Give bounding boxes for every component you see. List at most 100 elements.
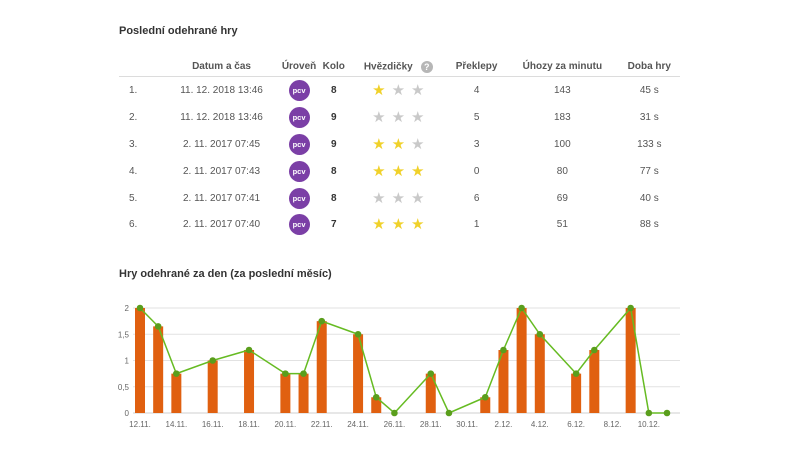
series-point (372, 393, 380, 401)
series-point (282, 370, 289, 377)
series-point (536, 330, 544, 338)
row-round: 8 (330, 165, 337, 177)
table-row: 1. 11. 12. 2018 13:46 pcv 8 ★ ★ ★ 4 143 45 s (119, 77, 680, 104)
level-badge: pcv (288, 160, 310, 182)
star-icon: ★ (391, 189, 406, 207)
row-keystrokes: 100 (554, 138, 571, 150)
row-datetime: 2. 11. 2017 07:40 (182, 219, 261, 231)
series-point (572, 370, 580, 377)
series-point (518, 304, 525, 312)
x-tick-label: 22.11. (311, 420, 333, 429)
chart-bar (171, 373, 182, 413)
row-round: 8 (330, 84, 337, 96)
row-level: pcv (280, 104, 318, 131)
row-level: pcv (280, 131, 318, 158)
star-icon: ★ (372, 135, 386, 153)
y-tick-label: 0 (125, 409, 130, 418)
x-tick-label: 16.11. (202, 420, 224, 429)
level-badge: pcv (288, 187, 310, 209)
col-header-round: Kolo (318, 57, 350, 77)
level-badge: pcv (288, 106, 310, 128)
table-row: 4. 2. 11. 2017 07:43 pcv 8 ★ ★ ★ 0 80 77 s (119, 158, 680, 185)
level-badge: pcv (288, 133, 310, 155)
help-icon[interactable]: ? (420, 60, 433, 73)
level-badge: pcv (288, 214, 310, 236)
y-tick-label: 0,5 (118, 383, 130, 392)
star-icon: ★ (411, 135, 425, 153)
star-icon: ★ (391, 135, 406, 153)
star-icon: ★ (411, 108, 425, 126)
x-tick-label: 24.11. (347, 420, 369, 429)
row-level: pcv (280, 185, 318, 212)
col-header-duration: Doba hry (618, 57, 680, 77)
series-point (445, 409, 453, 417)
x-tick-label: 10.12. (638, 420, 660, 429)
chart-bar (516, 308, 527, 413)
chart-bar (534, 334, 545, 413)
row-round: 9 (330, 111, 337, 123)
star-icon: ★ (372, 108, 386, 126)
row-datetime: 2. 11. 2017 07:45 (182, 138, 261, 150)
series-point (245, 346, 253, 354)
x-tick-label: 6.12. (567, 420, 585, 429)
chart-bar (480, 397, 491, 413)
series-point (500, 346, 507, 354)
chart-bar (498, 350, 509, 413)
row-typos: 4 (473, 84, 480, 96)
x-tick-label: 18.11. (238, 420, 260, 429)
star-icon: ★ (411, 81, 425, 99)
row-round: 8 (330, 192, 337, 204)
chart-bar (625, 308, 636, 413)
x-tick-label: 4.12. (531, 420, 549, 429)
chart-bar (207, 360, 218, 413)
row-stars: ★ ★ ★ (350, 158, 448, 185)
row-duration: 77 s (639, 165, 659, 177)
star-icon: ★ (372, 216, 386, 234)
row-typos: 5 (473, 111, 480, 123)
star-icon: ★ (411, 189, 425, 207)
star-icon: ★ (391, 216, 406, 234)
row-keystrokes: 183 (554, 111, 571, 123)
row-number: 3. (129, 138, 138, 150)
row-duration: 133 s (637, 138, 662, 150)
series-point (645, 409, 653, 417)
recent-games-table: Datum a čas Úroveň Kolo Hvězdičky? Překl… (119, 57, 680, 238)
chart-bar (316, 321, 327, 413)
series-point (663, 409, 671, 417)
chart-bar (135, 308, 145, 413)
table-header-row: Datum a čas Úroveň Kolo Hvězdičky? Překl… (119, 57, 680, 77)
row-number: 1. (129, 84, 138, 96)
row-typos: 0 (473, 165, 480, 177)
series-point (591, 346, 598, 354)
row-stars: ★ ★ ★ (350, 211, 448, 238)
chart-bar (571, 373, 582, 413)
row-datetime: 11. 12. 2018 13:46 (180, 84, 263, 96)
star-icon: ★ (411, 216, 425, 234)
row-typos: 6 (473, 192, 480, 204)
x-tick-label: 26.11. (384, 420, 406, 429)
chart-bar (280, 373, 291, 413)
chart-bar (298, 373, 309, 413)
row-duration: 40 s (639, 192, 659, 204)
x-tick-label: 12.11. (129, 420, 151, 429)
row-number: 4. (129, 165, 138, 177)
row-number: 2. (129, 111, 138, 123)
series-point (154, 323, 162, 330)
row-number: 5. (129, 192, 138, 204)
row-stars: ★ ★ ★ (350, 77, 448, 104)
x-tick-label: 14.11. (166, 420, 188, 429)
star-icon: ★ (411, 162, 425, 180)
x-tick-label: 8.12. (604, 420, 622, 429)
y-tick-label: 1,5 (118, 330, 130, 339)
row-typos: 3 (473, 138, 480, 150)
col-header-typos: Překlepy (447, 57, 507, 77)
series-point (427, 370, 435, 377)
chart-bar (244, 350, 255, 413)
x-tick-label: 28.11. (420, 420, 442, 429)
col-header-stars: Hvězdičky? (349, 57, 448, 77)
x-tick-label: 30.11. (456, 420, 478, 429)
row-keystrokes: 80 (556, 165, 568, 177)
y-tick-label: 2 (125, 304, 130, 313)
col-header-num (119, 57, 163, 77)
